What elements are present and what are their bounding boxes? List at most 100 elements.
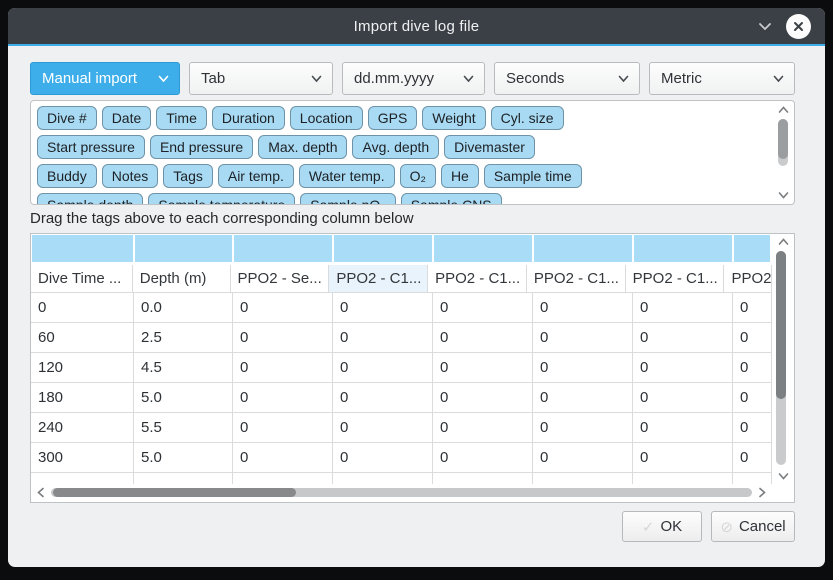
table-cell: 0 xyxy=(333,413,433,442)
table-cell: 240 xyxy=(31,413,134,442)
tags-rows: Dive # Date Time Duration Location GPS Weight C… xyxy=(37,106,768,204)
tag[interactable]: Dive # xyxy=(37,106,97,130)
tag[interactable]: Sample temperature xyxy=(148,193,296,204)
column-header[interactable]: Depth (m) xyxy=(133,265,231,292)
tag[interactable]: Start pressure xyxy=(37,135,145,159)
drop-target-cell[interactable] xyxy=(234,235,332,262)
duration-format-value: Seconds xyxy=(506,70,565,87)
column-header[interactable]: PPO2 - C1... xyxy=(329,265,429,292)
table-cell: 0 xyxy=(333,353,433,382)
scrollbar-track[interactable] xyxy=(51,488,752,497)
table-cell: 300 xyxy=(31,443,134,472)
drop-target-cell[interactable] xyxy=(135,235,232,262)
import-dialog: Import dive log file Manual import Tab xyxy=(8,8,825,567)
titlebar-controls xyxy=(758,8,811,44)
window-title: Import dive log file xyxy=(353,17,480,35)
column-header[interactable]: PPO2 - C1... xyxy=(428,265,527,292)
field-separator-select[interactable]: Tab xyxy=(189,62,333,95)
table-cell: 0 xyxy=(333,323,433,352)
drop-target-cell[interactable] xyxy=(734,235,770,262)
scrollbar-thumb[interactable] xyxy=(778,119,788,159)
tag[interactable]: Buddy xyxy=(37,164,97,188)
table-cell: 0 xyxy=(733,443,772,472)
table-cell: 0 xyxy=(633,413,733,442)
table-cell: 0 xyxy=(333,293,433,322)
table-cell xyxy=(333,473,433,484)
tag[interactable]: Air temp. xyxy=(217,164,294,188)
drop-target-cell[interactable] xyxy=(434,235,532,262)
ok-button[interactable]: ✓ OK xyxy=(622,511,702,542)
column-header[interactable]: PPO2 - C1... xyxy=(527,265,626,292)
tag[interactable]: Sample CNS xyxy=(400,193,502,204)
scrollbar-thumb[interactable] xyxy=(53,488,296,497)
scroll-down-icon[interactable] xyxy=(773,472,793,480)
table-cell xyxy=(31,473,134,484)
column-header[interactable]: PPO2 - Se... xyxy=(231,265,330,292)
drop-target-cell[interactable] xyxy=(634,235,732,262)
scroll-up-icon[interactable] xyxy=(773,238,793,246)
tag[interactable]: Time xyxy=(156,106,207,130)
scroll-up-icon[interactable] xyxy=(775,106,792,114)
drop-target-cell[interactable] xyxy=(32,235,133,262)
drop-target-cell[interactable] xyxy=(534,235,632,262)
close-button[interactable] xyxy=(786,13,811,39)
shade-button[interactable] xyxy=(758,22,772,31)
table-cells-area: Dive Time ... Depth (m) PPO2 - Se... PPO2 -… xyxy=(31,234,772,484)
chevron-down-icon xyxy=(758,22,772,31)
table-header-row: Dive Time ... Depth (m) PPO2 - Se... PPO2 -… xyxy=(31,265,772,293)
scroll-down-icon[interactable] xyxy=(775,191,792,199)
tag-row: Dive # Date Time Duration Location GPS Weight C… xyxy=(37,106,768,130)
scroll-right-icon[interactable] xyxy=(758,484,766,501)
tag[interactable]: Avg. depth xyxy=(352,135,440,159)
chevron-down-icon xyxy=(618,75,629,83)
table-cell: 0 xyxy=(733,323,772,352)
units-select[interactable]: Metric xyxy=(649,62,795,95)
table-cell: 0 xyxy=(733,383,772,412)
cancel-button[interactable]: ⊘ Cancel xyxy=(711,511,795,542)
tag[interactable]: Duration xyxy=(211,106,285,130)
import-mode-select[interactable]: Manual import xyxy=(30,62,180,95)
table-cell: 0 xyxy=(233,443,333,472)
column-header[interactable]: Dive Time ... xyxy=(31,265,133,292)
scrollbar-thumb[interactable] xyxy=(776,251,786,399)
field-separator-value: Tab xyxy=(201,70,226,87)
tag[interactable]: Max. depth xyxy=(258,135,348,159)
scroll-left-icon[interactable] xyxy=(37,484,45,501)
tag[interactable]: He xyxy=(440,164,479,188)
table-cell: 0 xyxy=(533,353,633,382)
table-horizontal-scrollbar[interactable] xyxy=(32,484,771,501)
table-cell: 0 xyxy=(733,293,772,322)
tag[interactable]: Sample time xyxy=(483,164,582,188)
tag[interactable]: Tags xyxy=(163,164,213,188)
tag[interactable]: Weight xyxy=(422,106,486,130)
tag[interactable]: Divemaster xyxy=(444,135,535,159)
date-format-value: dd.mm.yyyy xyxy=(354,70,435,87)
date-format-select[interactable]: dd.mm.yyyy xyxy=(342,62,485,95)
table-vertical-scrollbar[interactable] xyxy=(773,235,793,483)
column-header[interactable]: PPO2 xyxy=(724,265,772,292)
chevron-down-icon xyxy=(773,75,784,83)
tag[interactable]: Notes xyxy=(101,164,159,188)
chevron-down-icon xyxy=(463,75,474,83)
tag[interactable]: Water temp. xyxy=(298,164,395,188)
tag[interactable]: Cyl. size xyxy=(490,106,564,130)
tag[interactable]: GPS xyxy=(367,106,418,130)
tag[interactable]: Sample pO₂ xyxy=(300,193,396,204)
duration-format-select[interactable]: Seconds xyxy=(494,62,640,95)
close-icon xyxy=(793,21,804,32)
tag[interactable]: Date xyxy=(101,106,152,130)
tags-scrollbar[interactable] xyxy=(775,103,792,202)
tag[interactable]: Sample depth xyxy=(37,193,144,204)
tag[interactable]: Location xyxy=(289,106,363,130)
column-header[interactable]: PPO2 - C1... xyxy=(626,265,725,292)
drop-target-cell[interactable] xyxy=(334,235,432,262)
table-cell xyxy=(633,473,733,484)
titlebar[interactable]: Import dive log file xyxy=(8,8,825,46)
instruction-label: Drag the tags above to each correspondin… xyxy=(30,210,414,227)
chevron-down-icon xyxy=(158,75,169,83)
table-cell: 0 xyxy=(233,323,333,352)
table-cell: 0 xyxy=(233,383,333,412)
tag[interactable]: O₂ xyxy=(399,164,436,188)
tag[interactable]: End pressure xyxy=(149,135,254,159)
table-cell: 0 xyxy=(533,413,633,442)
